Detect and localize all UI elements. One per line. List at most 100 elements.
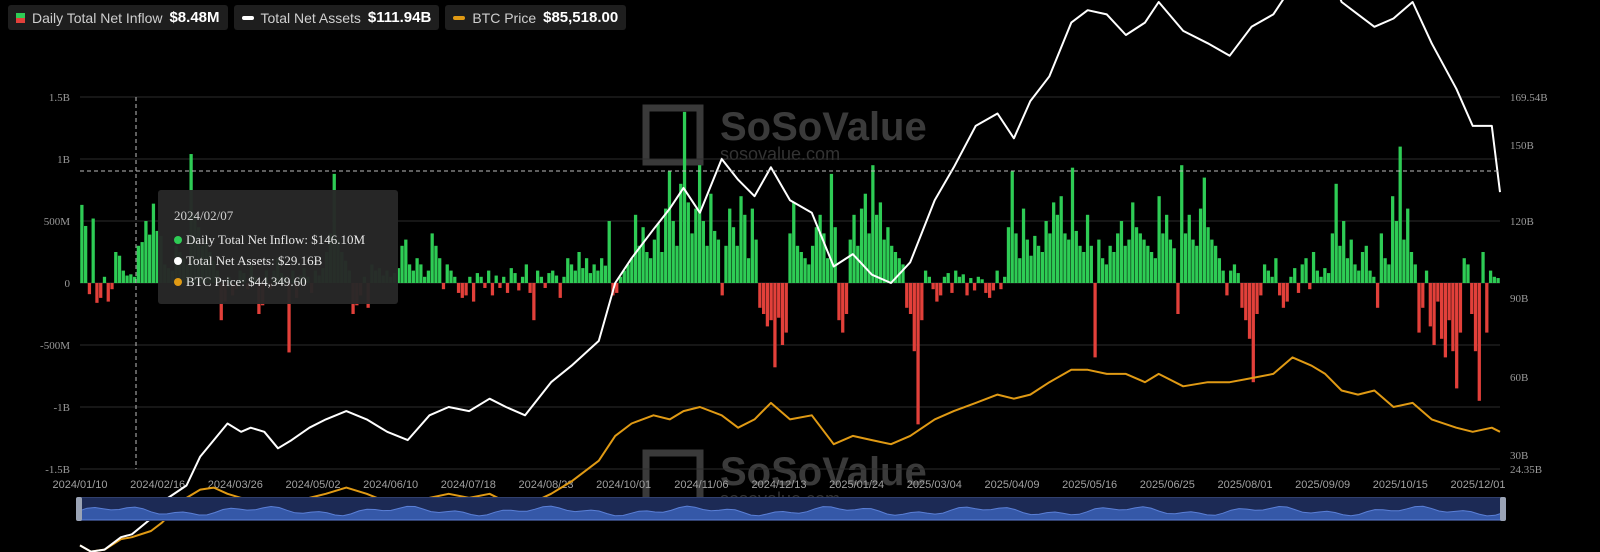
inflow-bar: [1300, 264, 1304, 283]
inflow-bar: [837, 283, 841, 321]
inflow-bar: [415, 258, 419, 283]
inflow-bar: [886, 227, 890, 283]
inflow-bar: [577, 252, 581, 283]
legend-btc-value: $85,518.00: [543, 9, 619, 26]
right-axis-tick-label: 60B: [1510, 372, 1528, 384]
inflow-bar: [1308, 283, 1312, 290]
inflow-bar: [1387, 264, 1391, 283]
x-axis-tick-label: 2024/10/01: [596, 479, 651, 491]
inflow-bar: [1357, 270, 1361, 283]
inflow-bar: [551, 270, 555, 283]
inflow-bar: [449, 270, 453, 283]
inflow-bar: [987, 283, 992, 298]
inflow-bar: [1391, 196, 1395, 283]
inflow-bar: [419, 264, 423, 283]
inflow-bar: [1119, 221, 1124, 283]
inflow-bar: [287, 283, 291, 353]
inflow-bar: [110, 283, 114, 290]
inflow-bar: [1116, 233, 1120, 283]
inflow-bar: [1485, 283, 1489, 333]
inflow-bar: [1375, 283, 1380, 308]
inflow-dot-icon: [174, 236, 182, 244]
x-axis-tick-label: 2024/06/10: [363, 479, 418, 491]
inflow-bar: [102, 276, 107, 283]
scroller-left-handle[interactable]: [76, 497, 82, 521]
inflow-bar: [1025, 239, 1029, 283]
inflow-bar: [664, 208, 668, 283]
inflow-bar: [641, 227, 645, 283]
inflow-bar: [411, 270, 415, 283]
x-axis-tick-label: 2024/02/16: [130, 479, 185, 491]
inflow-bar: [573, 270, 577, 283]
inflow-bar: [1247, 283, 1252, 339]
scroller-right-handle[interactable]: [1500, 497, 1506, 521]
x-axis-tick-label: 2025/12/01: [1450, 479, 1505, 491]
inflow-bar: [1183, 233, 1188, 283]
inflow-bar: [905, 283, 909, 308]
inflow-bar: [423, 276, 427, 283]
watermark-brand: SoSoValue: [720, 105, 927, 149]
inflow-bar: [633, 214, 638, 283]
range-scroller[interactable]: [76, 497, 1506, 521]
btc-swatch-icon: [453, 15, 466, 20]
inflow-bar: [1266, 270, 1270, 283]
inflow-bar: [984, 283, 988, 293]
inflow-bar: [765, 283, 770, 327]
tooltip-date: 2024/02/07: [174, 208, 234, 223]
legend-inflow-label: Daily Total Net Inflow: [32, 9, 163, 26]
inflow-bar: [132, 276, 137, 283]
inflow-bar: [901, 264, 905, 283]
inflow-bar: [995, 270, 999, 283]
inflow-bar: [155, 230, 159, 283]
inflow-bar: [818, 214, 822, 283]
inflow-bar: [671, 221, 675, 283]
inflow-bar: [117, 255, 122, 283]
inflow-bar: [1417, 283, 1421, 333]
inflow-bar: [874, 214, 879, 283]
inflow-bar: [1255, 283, 1259, 314]
tooltip-assets: Total Net Assets: $29.16B: [186, 253, 323, 268]
inflow-bar: [1315, 270, 1319, 283]
inflow-bar: [1206, 227, 1210, 283]
right-axis-tick-label: 150B: [1510, 140, 1534, 152]
inflow-bar: [686, 202, 690, 283]
inflow-bar: [1345, 258, 1350, 283]
inflow-bar: [1003, 276, 1007, 283]
inflow-bar: [720, 283, 724, 296]
inflow-bar: [679, 183, 683, 283]
inflow-bar: [1470, 283, 1474, 314]
inflow-bar: [1379, 233, 1383, 283]
inflow-bar: [1492, 276, 1496, 283]
inflow-bar: [1413, 264, 1417, 283]
inflow-bar: [1251, 283, 1255, 383]
inflow-bar: [483, 283, 487, 288]
inflow-bar: [788, 233, 792, 283]
inflow-bar: [1198, 208, 1203, 283]
legend-assets[interactable]: Total Net Assets $111.94B: [233, 5, 440, 30]
inflow-bar: [709, 193, 713, 283]
inflow-bar: [743, 214, 747, 283]
inflow-bar: [475, 273, 480, 283]
inflow-bar: [927, 276, 931, 283]
inflow-bar: [536, 270, 540, 283]
legend-inflow[interactable]: Daily Total Net Inflow $8.48M: [8, 5, 228, 30]
inflow-bar: [1274, 258, 1278, 283]
inflow-bar: [954, 270, 958, 283]
inflow-bar: [1432, 283, 1436, 345]
inflow-bar: [810, 245, 815, 283]
inflow-bar: [705, 245, 709, 283]
x-axis-tick-label: 2025/03/04: [907, 479, 962, 491]
inflow-bar: [1123, 245, 1127, 283]
inflow-bar: [746, 258, 751, 283]
inflow-bar: [1108, 245, 1112, 283]
inflow-bar: [1296, 283, 1301, 293]
legend-inflow-value: $8.48M: [169, 9, 220, 26]
inflow-bar: [584, 258, 589, 283]
inflow-bar: [1466, 264, 1470, 283]
inflow-bar: [1311, 252, 1316, 283]
inflow-bar: [151, 203, 156, 283]
legend-btc[interactable]: BTC Price $85,518.00: [445, 5, 627, 30]
inflow-bar: [1134, 227, 1139, 283]
inflow-bar: [404, 239, 408, 283]
inflow-bar: [1424, 270, 1429, 283]
